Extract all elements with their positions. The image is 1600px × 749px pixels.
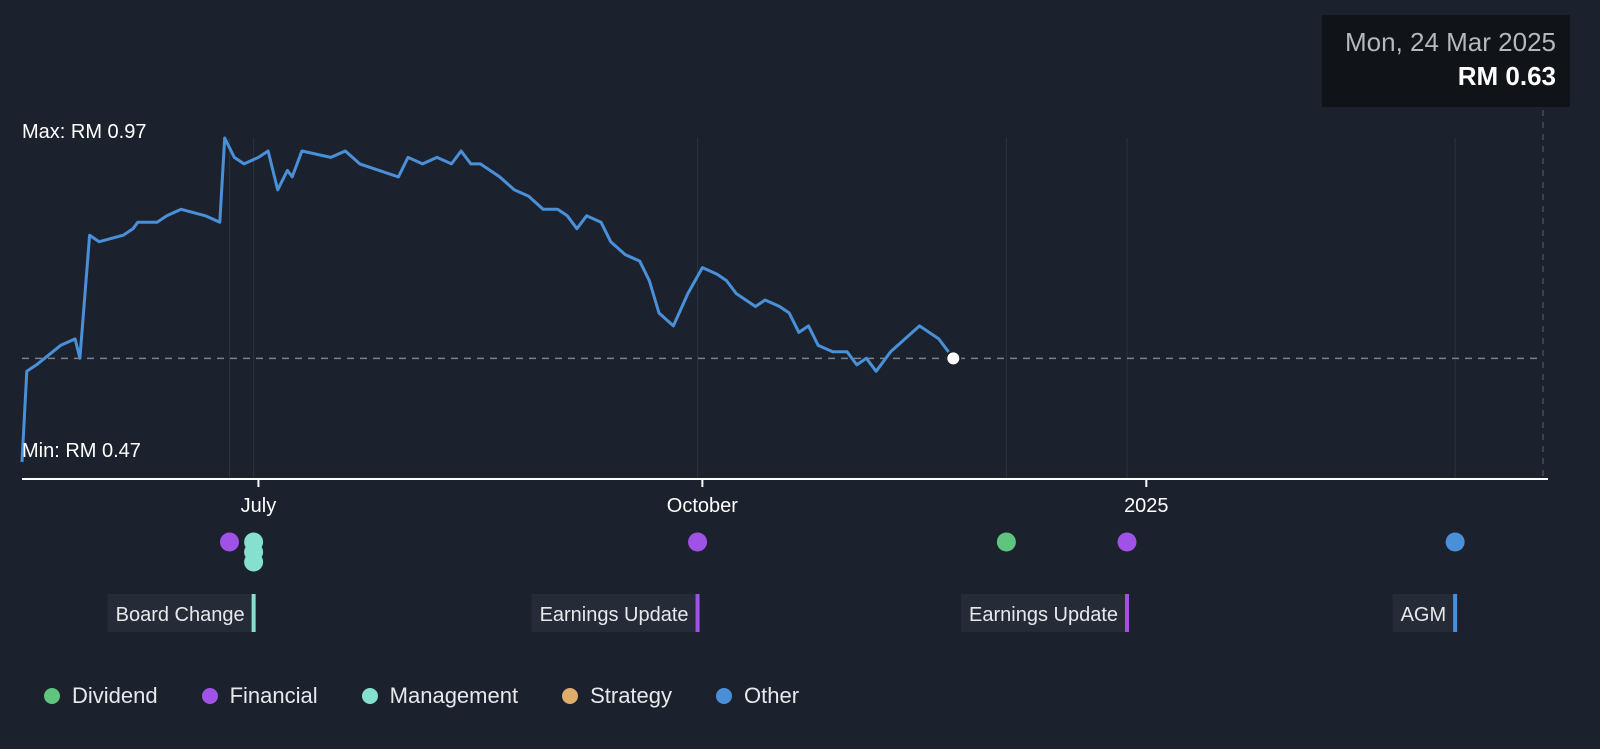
event-tag-background — [1392, 594, 1456, 632]
legend-label: Dividend — [72, 683, 158, 708]
event-gridlines — [228, 138, 1456, 479]
event-tag-label: Earnings Update — [969, 604, 1118, 626]
tooltip-date: Mon, 24 Mar 2025 — [1344, 27, 1556, 57]
event-tag-accent-bar — [695, 594, 700, 632]
event-tag[interactable]: AGM — [1392, 594, 1458, 632]
event-tag-label: Board Change — [116, 604, 245, 626]
max-label: Max: RM 0.97 — [22, 121, 146, 143]
event-tag-accent-bar — [1453, 594, 1458, 632]
financial-event-marker[interactable] — [219, 532, 239, 552]
dividend-legend-dot — [44, 688, 60, 704]
other-event-marker[interactable] — [1445, 532, 1465, 552]
legend-label: Management — [389, 683, 519, 708]
event-tag-accent-bar — [1125, 594, 1130, 632]
min-label: Min: RM 0.47 — [22, 440, 141, 462]
strategy-legend-dot — [562, 688, 579, 704]
price-series-line[interactable] — [20, 136, 955, 463]
legend-item-dividend[interactable]: Dividend — [44, 683, 158, 709]
x-tick-label: July — [241, 495, 277, 517]
management-legend-dot — [361, 688, 378, 704]
x-tick-label: 2025 — [1124, 495, 1169, 517]
dividend-event-marker[interactable] — [996, 532, 1016, 552]
financial-event-marker[interactable] — [688, 532, 708, 552]
x-axis-ticks: July October 2025 — [241, 479, 1169, 517]
event-tag-label: Earnings Update — [540, 604, 689, 626]
x-tick-label: October — [667, 495, 738, 517]
legend-item-strategy[interactable]: Strategy — [562, 683, 672, 709]
event-legend: Dividend Financial Management Strategy Other — [44, 680, 799, 712]
legend-label: Other — [744, 683, 800, 708]
legend-label: Financial — [229, 683, 318, 708]
legend-item-other[interactable]: Other — [716, 683, 799, 709]
other-legend-dot — [716, 688, 733, 704]
financial-event-marker[interactable] — [1117, 532, 1137, 552]
price-tooltip: Mon, 24 Mar 2025 RM 0.63 — [1322, 15, 1570, 107]
event-tag-label: AGM — [1401, 604, 1447, 626]
event-tag-accent-bar — [251, 594, 256, 632]
event-tag-background — [531, 594, 698, 632]
current-price-marker[interactable] — [945, 350, 962, 367]
financial-legend-dot — [201, 688, 218, 704]
event-tags: Board Change Earnings Update Earnings Upda… — [107, 594, 1458, 632]
tooltip-value: RM 0.63 — [1457, 61, 1556, 91]
legend-label: Strategy — [590, 683, 673, 708]
event-tag-background — [107, 594, 254, 632]
event-tag[interactable]: Earnings Update — [961, 594, 1130, 632]
legend-item-financial[interactable]: Financial — [201, 683, 318, 709]
legend-item-management[interactable]: Management — [361, 683, 519, 709]
event-tag[interactable]: Board Change — [107, 594, 256, 632]
event-tag[interactable]: Earnings Update — [531, 594, 700, 632]
event-markers — [219, 532, 1465, 572]
event-tag-background — [961, 594, 1128, 632]
management-event-marker[interactable] — [244, 552, 264, 572]
